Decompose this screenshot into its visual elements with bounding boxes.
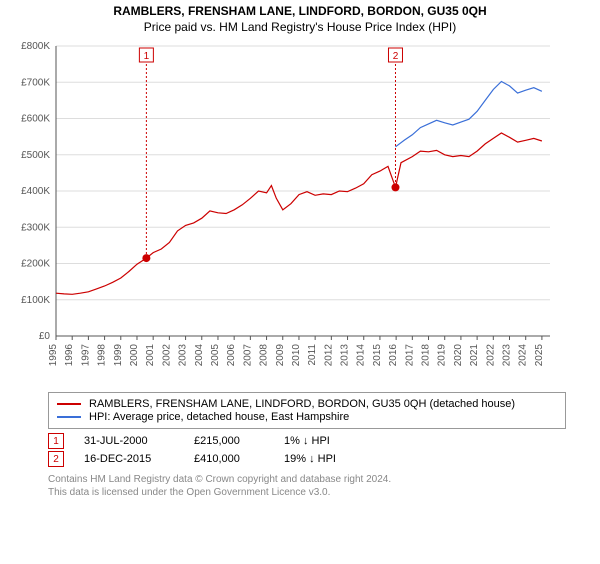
footer-line-1: Contains HM Land Registry data © Crown c… [48, 473, 566, 486]
svg-text:1: 1 [144, 51, 150, 62]
svg-text:2015: 2015 [372, 344, 383, 367]
legend-label: HPI: Average price, detached house, East… [89, 411, 349, 423]
svg-text:2012: 2012 [323, 344, 334, 367]
sales-row: 1 31-JUL-2000£215,0001% ↓ HPI [48, 433, 566, 449]
svg-text:2017: 2017 [404, 344, 415, 367]
sales-row: 2 16-DEC-2015£410,00019% ↓ HPI [48, 451, 566, 467]
svg-text:1998: 1998 [97, 344, 108, 367]
svg-text:2004: 2004 [194, 344, 205, 367]
svg-text:2025: 2025 [534, 344, 545, 367]
svg-text:£300K: £300K [21, 222, 50, 233]
sales-marker: 2 [48, 451, 64, 467]
sales-price: £215,000 [194, 435, 284, 447]
svg-text:2023: 2023 [502, 344, 513, 367]
legend: RAMBLERS, FRENSHAM LANE, LINDFORD, BORDO… [48, 392, 566, 429]
svg-text:£200K: £200K [21, 259, 50, 270]
svg-text:2000: 2000 [129, 344, 140, 367]
svg-text:£500K: £500K [21, 150, 50, 161]
chart-titles: RAMBLERS, FRENSHAM LANE, LINDFORD, BORDO… [0, 4, 600, 34]
footer-attribution: Contains HM Land Registry data © Crown c… [48, 473, 566, 499]
svg-text:2021: 2021 [469, 344, 480, 367]
svg-text:2018: 2018 [421, 344, 432, 367]
svg-text:1997: 1997 [80, 344, 91, 367]
legend-item: HPI: Average price, detached house, East… [57, 411, 557, 423]
svg-text:2011: 2011 [307, 344, 318, 366]
svg-text:£600K: £600K [21, 114, 50, 125]
svg-text:2003: 2003 [178, 344, 189, 367]
sales-date: 16-DEC-2015 [84, 453, 194, 465]
svg-text:2016: 2016 [388, 344, 399, 367]
svg-text:2020: 2020 [453, 344, 464, 367]
svg-text:2005: 2005 [210, 344, 221, 367]
legend-item: RAMBLERS, FRENSHAM LANE, LINDFORD, BORDO… [57, 398, 557, 410]
footer-line-2: This data is licensed under the Open Gov… [48, 486, 566, 499]
chart-subtitle: Price paid vs. HM Land Registry's House … [0, 20, 600, 34]
svg-text:2006: 2006 [226, 344, 237, 367]
svg-text:2007: 2007 [242, 344, 253, 367]
svg-text:£800K: £800K [21, 41, 50, 52]
sales-diff: 19% ↓ HPI [284, 453, 384, 465]
sales-diff: 1% ↓ HPI [284, 435, 384, 447]
svg-text:£400K: £400K [21, 186, 50, 197]
sales-date: 31-JUL-2000 [84, 435, 194, 447]
sales-table: 1 31-JUL-2000£215,0001% ↓ HPI 2 16-DEC-2015… [48, 433, 566, 467]
svg-text:2019: 2019 [437, 344, 448, 367]
svg-text:2008: 2008 [259, 344, 270, 367]
legend-swatch [57, 403, 81, 405]
svg-text:£100K: £100K [21, 295, 50, 306]
svg-text:2002: 2002 [161, 344, 172, 367]
svg-text:2001: 2001 [145, 344, 156, 367]
svg-text:£0: £0 [39, 331, 51, 342]
legend-label: RAMBLERS, FRENSHAM LANE, LINDFORD, BORDO… [89, 398, 515, 410]
svg-text:1999: 1999 [113, 344, 124, 367]
svg-text:2: 2 [393, 51, 399, 62]
line-chart: £0 £100K £200K £300K £400K £500K £600K £700K £80… [10, 36, 570, 386]
svg-text:1995: 1995 [48, 344, 59, 367]
svg-text:£700K: £700K [21, 77, 50, 88]
svg-text:2009: 2009 [275, 344, 286, 367]
chart-title: RAMBLERS, FRENSHAM LANE, LINDFORD, BORDO… [0, 4, 600, 18]
svg-text:2022: 2022 [485, 344, 496, 367]
svg-text:2013: 2013 [340, 344, 351, 367]
svg-text:2010: 2010 [291, 344, 302, 367]
chart-area: £0 £100K £200K £300K £400K £500K £600K £700K £80… [10, 36, 600, 386]
svg-text:1996: 1996 [64, 344, 75, 367]
legend-swatch [57, 416, 81, 418]
svg-text:2014: 2014 [356, 344, 367, 367]
sales-price: £410,000 [194, 453, 284, 465]
svg-text:2024: 2024 [518, 344, 529, 367]
sales-marker: 1 [48, 433, 64, 449]
